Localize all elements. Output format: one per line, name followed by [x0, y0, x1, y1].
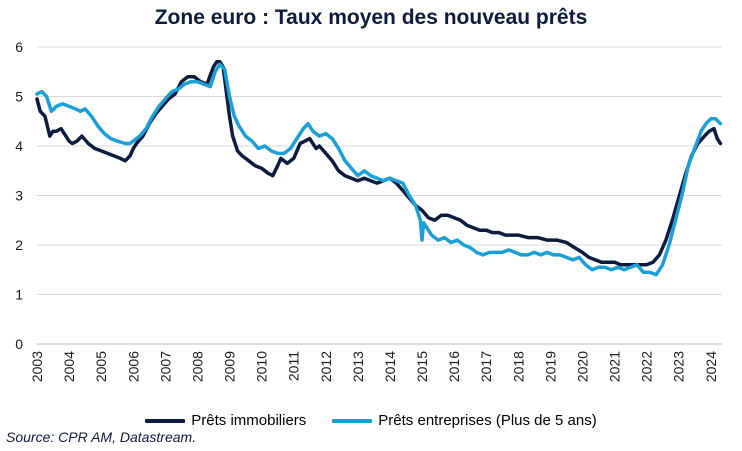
- source-note: Source: CPR AM, Datastream.: [6, 429, 197, 445]
- x-tick-label-2006: 2006: [125, 351, 141, 382]
- x-tick-label-2024: 2024: [703, 351, 719, 382]
- legend-item-mortgage: Prêts immobiliers: [145, 412, 306, 429]
- x-tick-label-2023: 2023: [671, 351, 687, 382]
- series-line-1: [35, 62, 723, 277]
- x-tick-label-2015: 2015: [414, 351, 430, 382]
- x-axis-tick-labels: 2003 2004 2005 2006 2007 2008 2009 2010 2011 2012…: [29, 351, 719, 382]
- y-tick-label-1: 1: [15, 287, 23, 303]
- x-tick-label-2021: 2021: [607, 351, 623, 382]
- x-tick-label-2007: 2007: [157, 351, 173, 382]
- x-tick-label-2018: 2018: [510, 351, 526, 382]
- gridlines: [37, 46, 722, 345]
- series-line-0: [35, 60, 723, 267]
- y-axis-tick-labels: 0 1 2 3 4 5 6: [15, 39, 23, 352]
- legend-item-business: Prêts entreprises (Plus de 5 ans): [332, 412, 597, 429]
- x-tick-label-2014: 2014: [382, 351, 398, 382]
- y-tick-label-6: 6: [15, 39, 23, 55]
- legend-label-business: Prêts entreprises (Plus de 5 ans): [378, 412, 597, 429]
- x-tick-label-2011: 2011: [286, 351, 302, 381]
- x-tick-label-2005: 2005: [93, 351, 109, 382]
- y-tick-label-4: 4: [15, 138, 23, 154]
- x-tick-label-2012: 2012: [318, 351, 334, 382]
- legend-swatch-mortgage: [145, 418, 186, 423]
- x-tick-label-2016: 2016: [446, 351, 462, 382]
- x-tick-label-2013: 2013: [350, 351, 366, 382]
- x-tick-label-2004: 2004: [61, 351, 77, 382]
- y-tick-label-0: 0: [15, 336, 23, 352]
- x-tick-label-2019: 2019: [542, 351, 558, 382]
- chart-title: Zone euro : Taux moyen des nouveau prêts: [154, 6, 588, 29]
- y-tick-label-3: 3: [15, 188, 23, 204]
- x-tick-label-2003: 2003: [29, 351, 45, 382]
- legend-swatch-business: [332, 418, 373, 423]
- series-lines: [35, 60, 723, 277]
- legend-label-mortgage: Prêts immobiliers: [191, 412, 307, 429]
- x-tick-label-2010: 2010: [254, 351, 270, 382]
- x-tick-label-2022: 2022: [639, 351, 655, 382]
- x-tick-label-2017: 2017: [478, 351, 494, 382]
- y-tick-label-2: 2: [15, 237, 23, 253]
- x-tick-label-2020: 2020: [574, 351, 590, 382]
- x-tick-label-2009: 2009: [222, 351, 238, 382]
- y-tick-label-5: 5: [15, 89, 23, 105]
- x-tick-label-2008: 2008: [189, 351, 205, 382]
- legend: Prêts immobiliers Prêts entreprises (Plu…: [0, 412, 742, 429]
